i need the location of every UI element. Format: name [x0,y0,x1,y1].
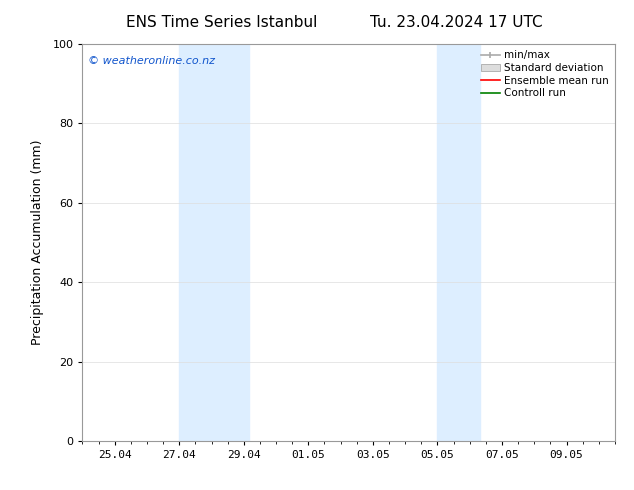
Text: Tu. 23.04.2024 17 UTC: Tu. 23.04.2024 17 UTC [370,15,543,30]
Bar [179,44,249,441]
Legend: min/max, Standard deviation, Ensemble mean run, Controll run: min/max, Standard deviation, Ensemble me… [478,47,612,101]
Bar [437,44,481,441]
Y-axis label: Precipitation Accumulation (mm): Precipitation Accumulation (mm) [31,140,44,345]
Text: © weatheronline.co.nz: © weatheronline.co.nz [87,56,215,66]
Text: ENS Time Series Istanbul: ENS Time Series Istanbul [126,15,318,30]
